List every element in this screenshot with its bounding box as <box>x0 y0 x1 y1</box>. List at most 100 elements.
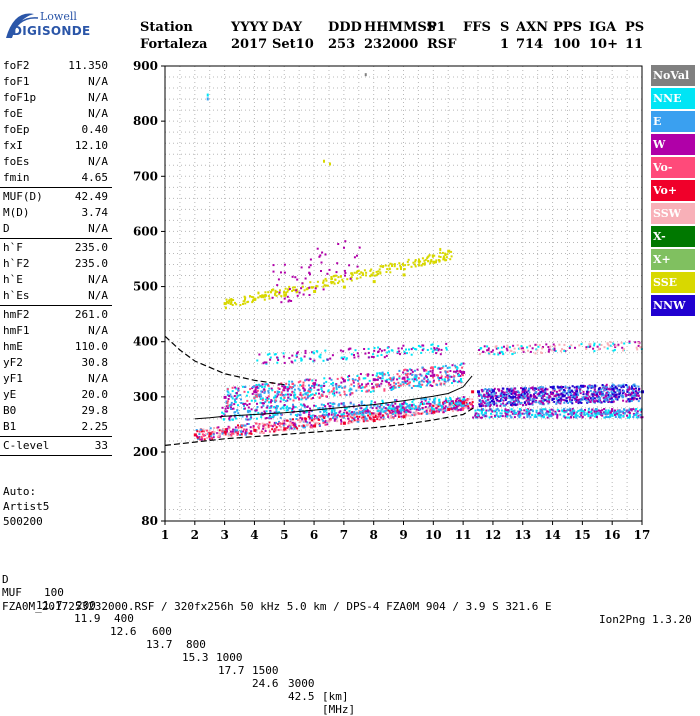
echo-point <box>290 422 293 425</box>
echo-point <box>309 273 311 276</box>
echo-point <box>383 373 386 376</box>
echo-point <box>295 289 298 292</box>
echo-point <box>495 345 498 348</box>
echo-point <box>614 409 616 412</box>
echo-point <box>602 394 605 397</box>
echo-point <box>271 428 274 431</box>
echo-point <box>492 396 495 399</box>
echo-point <box>540 351 542 354</box>
echo-point <box>403 350 406 353</box>
echo-point <box>276 390 279 393</box>
legend-item-nnw: NNW <box>651 295 695 316</box>
echo-point <box>585 395 588 397</box>
echo-point <box>445 342 448 345</box>
echo-point <box>313 418 316 421</box>
param-row: MUF(D) 42.49 <box>0 189 112 205</box>
echo-point <box>353 385 356 388</box>
echo-point <box>296 413 299 416</box>
echo-point <box>515 393 518 396</box>
echo-point <box>518 410 521 413</box>
echo-point <box>243 407 246 410</box>
echo-point <box>326 420 329 423</box>
echo-point <box>614 385 617 388</box>
header-value-p1: RSF <box>427 37 457 52</box>
echo-point <box>387 381 390 384</box>
echo-point <box>541 401 544 404</box>
echo-point <box>402 344 405 347</box>
echo-point <box>551 393 554 396</box>
echo-point <box>289 413 292 416</box>
echo-point <box>634 384 637 387</box>
echo-point <box>326 423 329 426</box>
echo-point <box>289 407 292 410</box>
echo-point <box>623 408 625 411</box>
echo-point <box>345 357 348 360</box>
echo-point <box>261 386 264 389</box>
echo-point <box>263 410 266 413</box>
echo-point <box>320 415 323 418</box>
echo-point <box>604 386 607 389</box>
echo-point <box>394 399 396 402</box>
echo-point <box>335 383 338 386</box>
echo-point <box>278 424 281 427</box>
echo-point <box>520 394 523 396</box>
echo-point <box>352 420 355 423</box>
echo-point <box>270 387 273 390</box>
echo-point <box>280 382 283 385</box>
echo-point <box>587 407 590 410</box>
echo-point <box>335 412 338 415</box>
echo-point <box>445 397 448 400</box>
echo-point <box>294 359 297 362</box>
echo-point <box>298 409 301 411</box>
echo-point <box>252 426 255 429</box>
echo-point <box>331 384 334 387</box>
echo-point <box>606 347 609 350</box>
echo-point <box>288 424 291 427</box>
echo-point <box>623 412 626 414</box>
echo-point <box>304 349 307 352</box>
echo-point <box>388 350 391 353</box>
echo-point <box>568 347 571 349</box>
echo-point <box>614 346 617 348</box>
echo-point <box>626 384 629 387</box>
echo-point <box>429 370 432 373</box>
echo-point <box>231 418 234 421</box>
echo-point <box>442 365 445 368</box>
echo-point <box>422 368 425 371</box>
param-label: h`F2 <box>3 257 30 270</box>
echo-point <box>396 352 399 355</box>
echo-point <box>429 384 432 387</box>
echo-point <box>618 388 621 391</box>
echo-point <box>427 373 430 375</box>
echo-point <box>528 409 531 412</box>
distance-value: 600 <box>152 625 172 638</box>
echo-point <box>503 396 506 399</box>
echo-point <box>620 394 623 397</box>
echo-point <box>446 374 449 377</box>
echo-point <box>386 351 389 354</box>
echo-point <box>290 427 293 430</box>
echo-point <box>443 400 446 403</box>
echo-point <box>390 409 393 412</box>
echo-point <box>509 346 511 349</box>
echo-point <box>444 254 447 257</box>
echo-point <box>567 391 570 394</box>
echo-point <box>283 396 286 399</box>
echo-point <box>451 382 453 384</box>
echo-point <box>323 377 326 380</box>
x-tick-label: 17 <box>634 528 651 542</box>
echo-point <box>571 409 574 412</box>
echo-point <box>247 423 250 425</box>
echo-point <box>198 433 201 436</box>
echo-point <box>420 374 423 377</box>
echo-point <box>375 412 378 415</box>
echo-point <box>416 368 419 371</box>
echo-point <box>356 375 359 377</box>
echo-point <box>496 396 499 398</box>
echo-point <box>239 394 242 396</box>
echo-point <box>290 423 293 426</box>
trace-point <box>462 371 466 374</box>
software-version: Ion2Png 1.3.20 <box>599 613 692 626</box>
echo-point <box>234 401 237 404</box>
echo-point <box>534 414 537 417</box>
